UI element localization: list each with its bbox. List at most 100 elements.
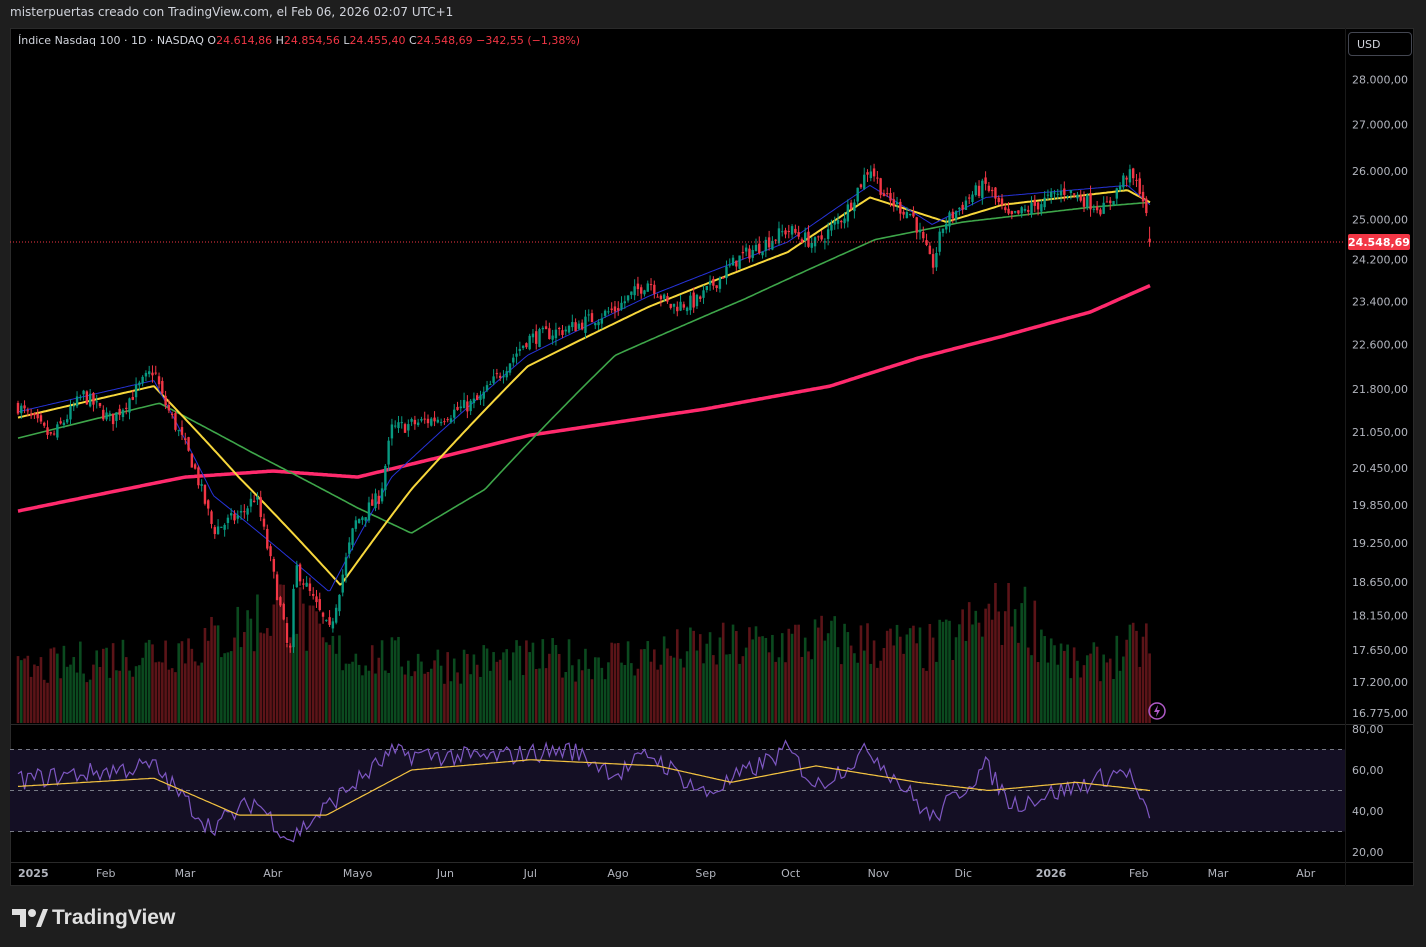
candle-body [994, 187, 997, 199]
candle-body [134, 384, 138, 398]
volume-bar [833, 616, 837, 723]
volume-bar [180, 641, 184, 723]
volume-bar [466, 653, 469, 723]
volume-bar [813, 619, 817, 723]
volume-bar [1020, 603, 1023, 723]
candle-body [928, 245, 932, 255]
volume-bar [784, 662, 787, 723]
candle-body [912, 212, 915, 217]
volume-bar [862, 650, 866, 723]
candle-body [594, 323, 597, 326]
candle-body [731, 257, 735, 266]
volume-bar [82, 673, 85, 723]
candle-body [866, 172, 869, 175]
volume-bar [1105, 662, 1109, 723]
volume-bar [633, 675, 636, 723]
currency-button[interactable]: USD [1348, 32, 1412, 56]
candle-body [849, 202, 853, 210]
tradingview-logo[interactable]: TradingView [12, 904, 175, 932]
candle-body [56, 424, 59, 438]
candle-body [266, 528, 269, 549]
volume-bar [1089, 653, 1092, 723]
volume-bar [921, 668, 925, 723]
candle-body [895, 202, 899, 205]
candle-body [1118, 185, 1122, 190]
volume-bar [16, 656, 20, 723]
candle-body [951, 211, 954, 219]
candle-body [840, 220, 843, 223]
candle-body [328, 617, 331, 625]
price-chart[interactable]: 28.000,00 27.000,00 26.000,00 25.000,00 24.2… [10, 28, 1414, 886]
volume-bar [29, 676, 33, 723]
volume-bar [403, 674, 407, 723]
candle-body [1079, 195, 1082, 201]
volume-bar [748, 627, 751, 723]
candle-body [377, 495, 380, 505]
candle-body [387, 440, 390, 465]
candle-body [1109, 200, 1112, 204]
volume-bar [1007, 583, 1010, 723]
volume-bar [882, 647, 886, 723]
volume-bar [305, 650, 308, 723]
candle-body [36, 413, 39, 419]
candle-body [226, 517, 230, 523]
candle-body [915, 217, 918, 233]
candle-body [285, 623, 289, 643]
volume-bar [220, 657, 223, 723]
candle-body [430, 418, 433, 426]
candle-body [302, 583, 305, 585]
volume-bar [65, 666, 69, 723]
symbol-title[interactable]: Índice Nasdaq 100 · 1D · NASDAQ [18, 34, 204, 47]
volume-bar [200, 662, 203, 723]
volume-bar [246, 610, 249, 723]
volume-bar [131, 676, 135, 723]
candle-body [846, 204, 850, 222]
time-tick-label: Feb [96, 867, 115, 880]
volume-bar [600, 667, 604, 723]
candle-body [987, 185, 991, 191]
candle-body [902, 211, 905, 215]
candle-body [439, 422, 443, 424]
volume-bar [508, 680, 512, 723]
volume-bar [807, 651, 810, 723]
candle-body [938, 231, 941, 252]
time-tick-label: Abr [1296, 867, 1316, 880]
volume-bar [974, 610, 978, 723]
candle-body [990, 189, 994, 192]
volume-bar [521, 675, 525, 723]
volume-bar [75, 672, 79, 723]
candle-body [741, 252, 745, 254]
candle-body [69, 406, 72, 420]
candle-body [968, 197, 971, 199]
candle-body [102, 409, 105, 420]
volume-bar [233, 637, 236, 723]
candle-body [164, 395, 167, 406]
candle-body [1000, 198, 1004, 205]
volume-bar [272, 604, 276, 723]
time-tick-label: 2026 [1036, 867, 1067, 880]
volume-bar [689, 627, 692, 723]
candle-body [672, 303, 676, 307]
rsi-ma-line [17, 759, 1151, 816]
volume-bar [1033, 600, 1037, 723]
volume-bar [124, 657, 128, 723]
time-tick-label: Abr [263, 867, 283, 880]
candle-body [1023, 208, 1027, 211]
candle-body [246, 508, 249, 515]
candle-body [62, 422, 66, 425]
volume-bar [190, 648, 194, 723]
candle-body [676, 306, 679, 312]
candle-body [826, 229, 830, 239]
candle-body [187, 437, 190, 451]
candle-body [948, 212, 951, 227]
volume-bar [1076, 660, 1079, 723]
candle-body [489, 384, 492, 386]
candle-body [111, 413, 115, 425]
volume-bar [836, 647, 840, 723]
alert-bolt-icon-glyph [1154, 705, 1160, 717]
chart-frame [10, 28, 1414, 886]
volume-bar [459, 683, 463, 723]
candle-body [144, 372, 148, 377]
candle-body [607, 311, 610, 313]
volume-bar [987, 603, 991, 723]
